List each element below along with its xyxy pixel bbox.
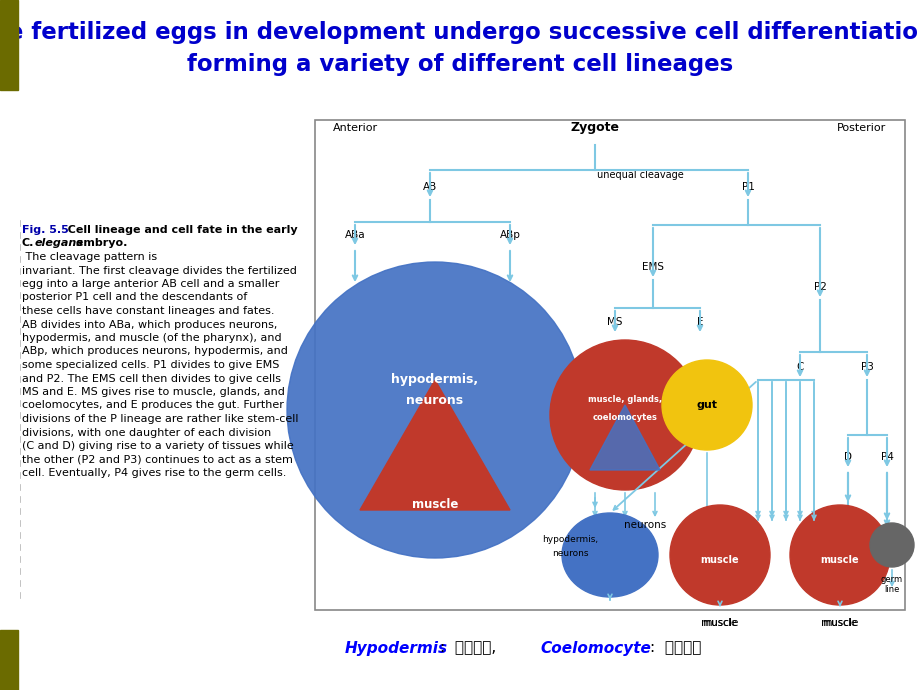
Text: E: E bbox=[696, 317, 702, 327]
Text: P4: P4 bbox=[879, 452, 892, 462]
Text: (C and D) giving rise to a variety of tissues while: (C and D) giving rise to a variety of ti… bbox=[22, 441, 293, 451]
Text: these cells have constant lineages and fates.: these cells have constant lineages and f… bbox=[22, 306, 274, 316]
Text: muscle: muscle bbox=[821, 618, 857, 628]
Text: germ: germ bbox=[880, 575, 902, 584]
Text: neurons: neurons bbox=[623, 520, 665, 530]
Text: Hypodermis: Hypodermis bbox=[345, 640, 448, 656]
Text: coelomocytes, and E produces the gut. Further: coelomocytes, and E produces the gut. Fu… bbox=[22, 400, 284, 411]
Text: muscle: muscle bbox=[700, 555, 739, 565]
Text: some specialized cells. P1 divides to give EMS: some specialized cells. P1 divides to gi… bbox=[22, 360, 279, 370]
Text: divisions of the P lineage are rather like stem-cell: divisions of the P lineage are rather li… bbox=[22, 414, 298, 424]
Text: neurons: neurons bbox=[406, 393, 463, 406]
Text: AB: AB bbox=[423, 182, 437, 192]
Text: MS and E. MS gives rise to muscle, glands, and: MS and E. MS gives rise to muscle, gland… bbox=[22, 387, 285, 397]
Text: Posterior: Posterior bbox=[836, 123, 886, 133]
Text: hypodermis,: hypodermis, bbox=[391, 373, 478, 386]
Text: the other (P2 and P3) continues to act as a stem: the other (P2 and P3) continues to act a… bbox=[22, 455, 292, 464]
Text: cell. Eventually, P4 gives rise to the germ cells.: cell. Eventually, P4 gives rise to the g… bbox=[22, 468, 286, 478]
Circle shape bbox=[789, 505, 889, 605]
Bar bbox=[0, 0, 18, 90]
Text: AB divides into ABa, which produces neurons,: AB divides into ABa, which produces neur… bbox=[22, 319, 277, 330]
Text: EMS: EMS bbox=[641, 262, 664, 272]
Text: muscle: muscle bbox=[700, 618, 738, 628]
Text: ABp: ABp bbox=[499, 230, 520, 240]
Circle shape bbox=[662, 360, 751, 450]
Text: ABp, which produces neurons, hypodermis, and: ABp, which produces neurons, hypodermis,… bbox=[22, 346, 288, 357]
Text: unequal cleavage: unequal cleavage bbox=[596, 170, 683, 180]
Circle shape bbox=[869, 523, 913, 567]
Text: invariant. The first cleavage divides the fertilized: invariant. The first cleavage divides th… bbox=[22, 266, 297, 275]
Polygon shape bbox=[589, 405, 659, 470]
Text: muscle: muscle bbox=[820, 555, 858, 565]
Text: ABa: ABa bbox=[345, 230, 365, 240]
Text: P3: P3 bbox=[859, 362, 872, 372]
Text: MS: MS bbox=[607, 317, 622, 327]
Text: Anterior: Anterior bbox=[332, 123, 377, 133]
Text: hypodermis, and muscle (of the pharynx), and: hypodermis, and muscle (of the pharynx),… bbox=[22, 333, 281, 343]
Text: elegans: elegans bbox=[35, 239, 84, 248]
Bar bbox=[0, 630, 18, 690]
Text: muscle: muscle bbox=[702, 618, 737, 628]
Text: Fig. 5.5: Fig. 5.5 bbox=[22, 225, 69, 235]
Text: muscle, glands,: muscle, glands, bbox=[587, 395, 662, 404]
Text: :  体腔细胞: : 体腔细胞 bbox=[650, 640, 700, 656]
Text: Cell lineage and cell fate in the early: Cell lineage and cell fate in the early bbox=[60, 225, 298, 235]
Ellipse shape bbox=[562, 513, 657, 597]
Text: P1: P1 bbox=[741, 182, 754, 192]
Text: muscle: muscle bbox=[822, 618, 857, 628]
Text: posterior P1 cell and the descendants of: posterior P1 cell and the descendants of bbox=[22, 293, 247, 302]
Text: The fertilized eggs in development undergo successive cell differentiation,: The fertilized eggs in development under… bbox=[0, 21, 919, 43]
Text: C.: C. bbox=[22, 239, 34, 248]
Text: gut: gut bbox=[696, 400, 717, 410]
Polygon shape bbox=[359, 380, 509, 510]
Text: C: C bbox=[796, 362, 803, 372]
Text: The cleavage pattern is: The cleavage pattern is bbox=[22, 252, 157, 262]
Text: and P2. The EMS cell then divides to give cells: and P2. The EMS cell then divides to giv… bbox=[22, 373, 280, 384]
Bar bbox=[314, 120, 904, 610]
Text: forming a variety of different cell lineages: forming a variety of different cell line… bbox=[187, 54, 732, 77]
Text: muscle: muscle bbox=[412, 498, 458, 511]
Text: neurons: neurons bbox=[551, 549, 587, 558]
Circle shape bbox=[287, 262, 583, 558]
Circle shape bbox=[550, 340, 699, 490]
Text: hypodermis,: hypodermis, bbox=[541, 535, 597, 544]
Text: embryo.: embryo. bbox=[72, 239, 127, 248]
Text: Coelomocyte: Coelomocyte bbox=[539, 640, 650, 656]
Text: D: D bbox=[843, 452, 851, 462]
Text: :  皮下组织,: : 皮下组织, bbox=[439, 640, 505, 656]
Text: divisions, with one daughter of each division: divisions, with one daughter of each div… bbox=[22, 428, 271, 437]
Circle shape bbox=[669, 505, 769, 605]
Text: coelomocytes: coelomocytes bbox=[592, 413, 657, 422]
Text: egg into a large anterior AB cell and a smaller: egg into a large anterior AB cell and a … bbox=[22, 279, 279, 289]
Text: Zygote: Zygote bbox=[570, 121, 618, 135]
Text: line: line bbox=[883, 586, 899, 595]
Text: P2: P2 bbox=[812, 282, 825, 292]
